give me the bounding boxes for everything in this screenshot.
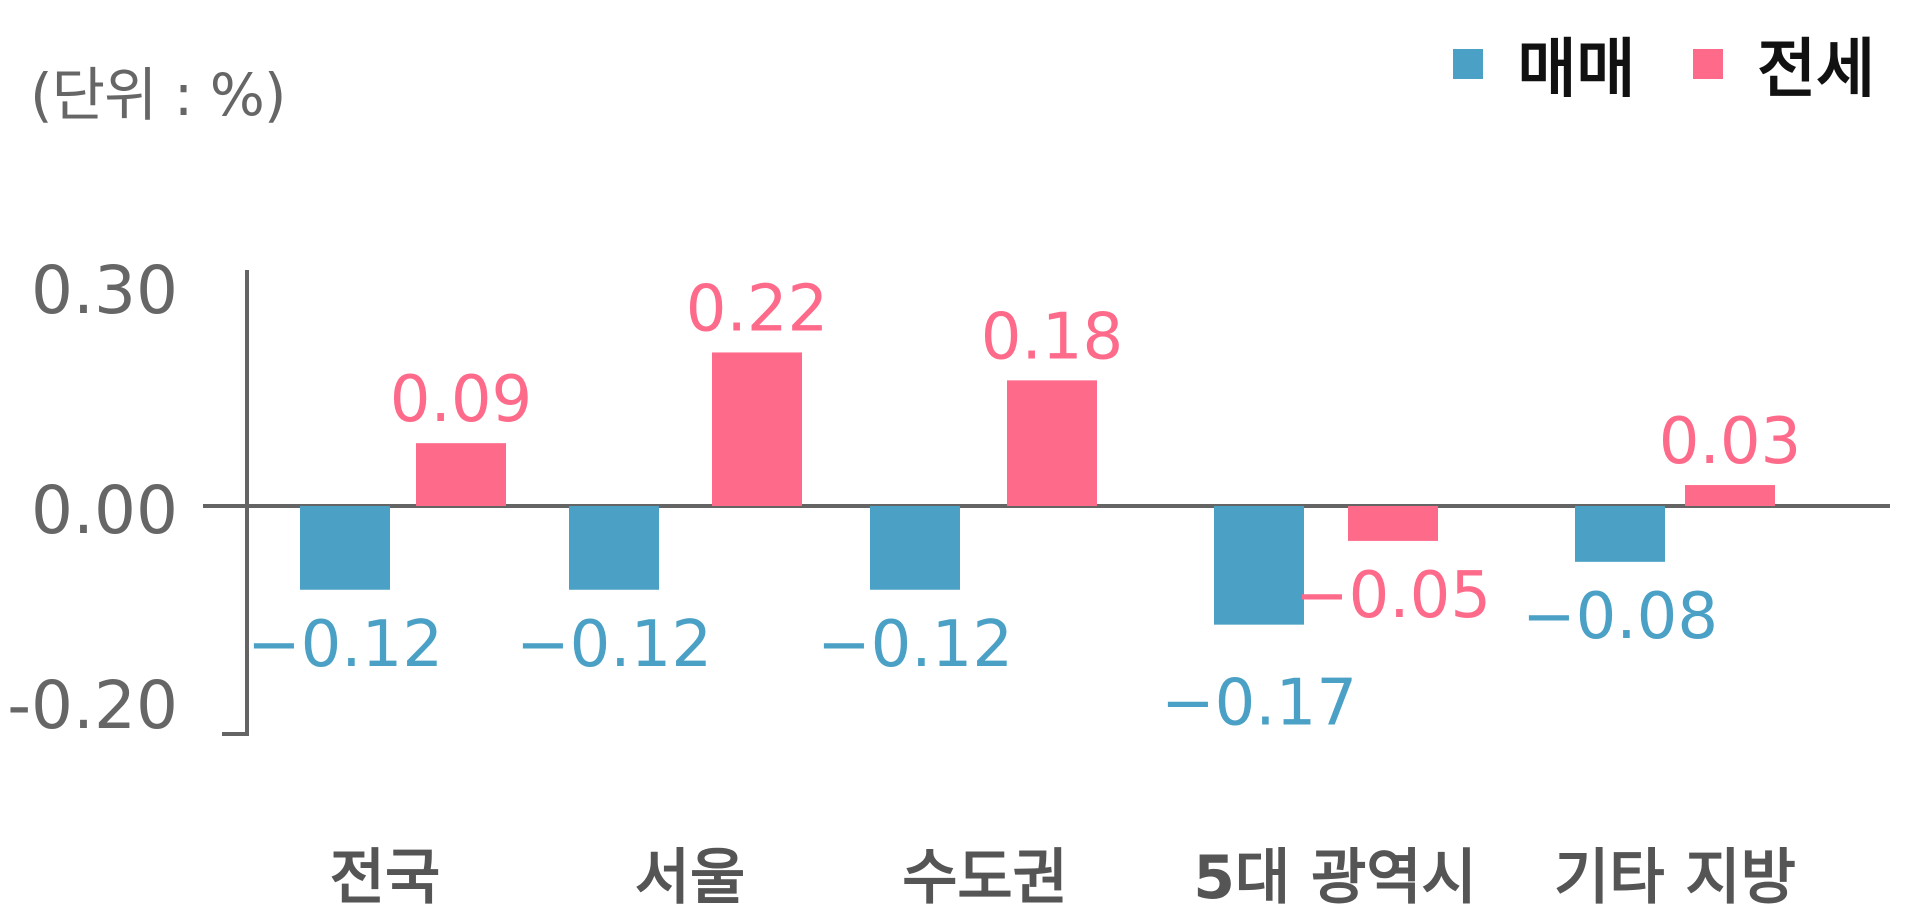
- unit-label: (단위 : %): [30, 61, 287, 129]
- bar-jeonse-0: [416, 443, 506, 506]
- legend-swatch-jeonse: [1693, 49, 1724, 79]
- data-label-sale-0: −0.12: [247, 608, 443, 682]
- bar-sale-3: [1214, 506, 1304, 625]
- y-tick-label: 0.00: [31, 472, 178, 549]
- bar-sale-0: [300, 506, 390, 590]
- legend: 매매 전세: [1453, 18, 1875, 110]
- legend-swatch-sale: [1453, 49, 1484, 79]
- legend-label-jeonse: 전세: [1757, 33, 1875, 107]
- data-label-jeonse-3: −0.05: [1295, 559, 1491, 633]
- category-label: 5대 광역시: [1193, 843, 1476, 912]
- bar-sale-2: [870, 506, 960, 590]
- data-label-jeonse-0: 0.09: [390, 363, 533, 437]
- legend-item-jeonse: 전세: [1693, 18, 1875, 110]
- category-label: 수도권: [902, 843, 1068, 912]
- category-label: 기타 지방: [1554, 843, 1796, 912]
- category-label: 서울: [635, 843, 745, 912]
- data-label-sale-2: −0.12: [817, 608, 1013, 682]
- data-label-jeonse-1: 0.22: [686, 272, 829, 346]
- y-tick-label: -0.20: [7, 667, 178, 744]
- bar-sale-4: [1575, 506, 1665, 562]
- category-label: 전국: [330, 843, 440, 912]
- bar-sale-1: [569, 506, 659, 590]
- bar-jeonse-2: [1007, 380, 1097, 506]
- bar-jeonse-4: [1685, 485, 1775, 506]
- y-tick-label: 0.30: [31, 252, 178, 329]
- bar-jeonse-1: [712, 352, 802, 506]
- legend-label-sale: 매매: [1517, 33, 1636, 107]
- data-label-sale-3: −0.17: [1161, 667, 1357, 741]
- legend-item-sale: 매매: [1453, 18, 1635, 110]
- data-label-sale-1: −0.12: [516, 608, 712, 682]
- data-label-jeonse-4: 0.03: [1659, 405, 1802, 479]
- data-label-sale-4: −0.08: [1522, 580, 1718, 654]
- bar-jeonse-3: [1348, 506, 1438, 541]
- data-label-jeonse-2: 0.18: [981, 300, 1124, 374]
